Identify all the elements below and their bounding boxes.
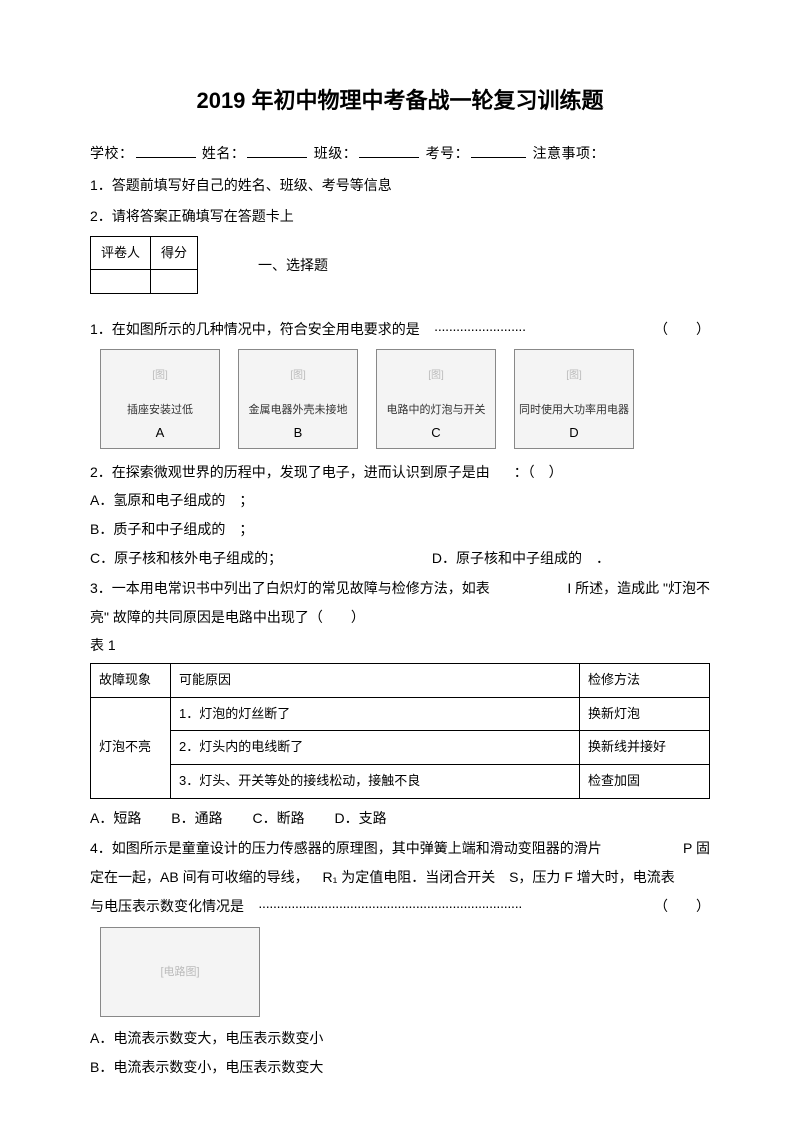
q4-circuit-figure: [电路图] (100, 927, 260, 1017)
q1-d-letter: D (569, 421, 578, 446)
q3-th-1: 故障现象 (91, 664, 171, 698)
page-title: 2019 年初中物理中考备战一轮复习训练题 (90, 80, 710, 122)
q4-line3: 与电压表示数变化情况是 (90, 898, 244, 914)
q3-body-label: 灯泡不亮 (91, 697, 171, 798)
q3-stem-b: 亮" 故障的共同原因是电路中出现了（ ） (90, 604, 710, 631)
score-table: 评卷人 得分 (90, 236, 198, 295)
q2-stem: 2．在探索微观世界的历程中，发现了电子，进而认识到原子是由 (90, 464, 490, 480)
q3-table-label: 表 1 (90, 632, 710, 659)
q4-line2b: R₁ 为定值电阻．当闭合开关 (322, 869, 495, 885)
q3-r3-fix: 检查加固 (580, 765, 710, 799)
q3-stem-mid: I 所述，造成此 "灯泡不 (567, 575, 710, 602)
q1-b-letter: B (294, 421, 303, 446)
school-label: 学校： (90, 145, 134, 161)
q3-th-2: 可能原因 (171, 664, 580, 698)
q1-option-a-figure[interactable]: [图] 插座安装过低 A (100, 349, 220, 449)
q1-option-b-figure[interactable]: [图] 金属电器外壳未接地 B (238, 349, 358, 449)
q1-dots: ························· (434, 321, 526, 337)
q4-dots: ········································… (258, 898, 522, 914)
placeholder-icon: [图] (428, 352, 444, 398)
q3-r1-fix: 换新灯泡 (580, 697, 710, 731)
q1-c-letter: C (431, 421, 440, 446)
q3-r1-cause: 1．灯泡的灯丝断了 (171, 697, 580, 731)
q4-line1b: P 固 (683, 835, 710, 862)
instruction-2: 2．请将答案正确填写在答题卡上 (90, 203, 710, 230)
q2-option-d[interactable]: D．原子核和中子组成的 ． (432, 545, 610, 572)
score-blank[interactable] (151, 270, 198, 294)
q1-b-caption: 金属电器外壳未接地 (249, 400, 348, 421)
q1-stem: 1．在如图所示的几种情况中，符合安全用电要求的是 (90, 321, 420, 337)
q1-option-d-figure[interactable]: [图] 同时使用大功率用电器 D (514, 349, 634, 449)
examno-blank[interactable] (471, 141, 526, 158)
q1-d-caption: 同时使用大功率用电器 (519, 400, 629, 421)
reviewer-cell: 评卷人 (91, 236, 151, 270)
name-blank[interactable] (247, 141, 307, 158)
q1-c-caption: 电路中的灯泡与开关 (387, 400, 486, 421)
name-label: 姓名： (202, 145, 246, 161)
notice-label: 注意事项： (533, 145, 606, 161)
q2-option-c[interactable]: C．原子核和核外电子组成的； (90, 545, 282, 572)
q3-stem-a: 3．一本用电常识书中列出了白炽灯的常见故障与检修方法，如表 (90, 575, 490, 602)
q1-figures: [图] 插座安装过低 A [图] 金属电器外壳未接地 B [图] 电路中的灯泡与… (100, 349, 710, 449)
question-2: 2．在探索微观世界的历程中，发现了电子，进而认识到原子是由 ：（ ） A．氢原和… (90, 459, 710, 571)
question-4: 4．如图所示是童童设计的压力传感器的原理图，其中弹簧上端和滑动变阻器的滑片 P … (90, 835, 710, 1080)
q1-a-caption: 插座安装过低 (127, 400, 193, 421)
q4-option-a[interactable]: A．电流表示数变大，电压表示数变小 (90, 1025, 710, 1052)
q4-line2c: S，压力 F 增大时，电流表 (509, 869, 675, 885)
q3-option-b[interactable]: B．通路 (171, 810, 222, 826)
q3-options: A．短路 B．通路 C．断路 D．支路 (90, 805, 710, 832)
q3-r3-cause: 3．灯头、开关等处的接线松动，接触不良 (171, 765, 580, 799)
q4-option-b[interactable]: B．电流表示数变小，电压表示数变大 (90, 1054, 710, 1081)
reviewer-blank[interactable] (91, 270, 151, 294)
placeholder-icon: [图] (566, 352, 582, 398)
q2-tail: ：（ ） (514, 464, 563, 480)
q4-line2a: 定在一起，AB 间有可收缩的导线， (90, 869, 309, 885)
q3-table: 故障现象 可能原因 检修方法 灯泡不亮 1．灯泡的灯丝断了 换新灯泡 2．灯头内… (90, 663, 710, 799)
q3-th-3: 检修方法 (580, 664, 710, 698)
question-3: 3．一本用电常识书中列出了白炽灯的常见故障与检修方法，如表 I 所述，造成此 "… (90, 575, 710, 831)
q1-paren[interactable]: （ ） (654, 316, 710, 343)
instruction-1: 1．答题前填写好自己的姓名、班级、考号等信息 (90, 172, 710, 199)
q4-paren[interactable]: （ ） (654, 893, 710, 920)
q1-option-c-figure[interactable]: [图] 电路中的灯泡与开关 C (376, 349, 496, 449)
examno-label: 考号： (426, 145, 470, 161)
q3-option-c[interactable]: C．断路 (252, 810, 304, 826)
q3-r2-cause: 2．灯头内的电线断了 (171, 731, 580, 765)
score-section: 评卷人 得分 一、选择题 (90, 236, 710, 295)
school-blank[interactable] (136, 141, 196, 158)
q3-r2-fix: 换新线并接好 (580, 731, 710, 765)
section-1-label: 一、选择题 (258, 252, 328, 279)
q3-option-d[interactable]: D．支路 (334, 810, 386, 826)
class-blank[interactable] (359, 141, 419, 158)
q2-option-cd-row: C．原子核和核外电子组成的； D．原子核和中子组成的 ． (90, 545, 710, 572)
q2-option-a[interactable]: A．氢原和电子组成的 ； (90, 487, 710, 514)
score-cell: 得分 (151, 236, 198, 270)
q4-circuit-placeholder: [电路图] (160, 962, 199, 983)
question-1: 1．在如图所示的几种情况中，符合安全用电要求的是 ···············… (90, 316, 710, 449)
q4-line1a: 4．如图所示是童童设计的压力传感器的原理图，其中弹簧上端和滑动变阻器的滑片 (90, 835, 602, 862)
student-info-line: 学校： 姓名： 班级： 考号： 注意事项： (90, 140, 710, 167)
q2-option-b[interactable]: B．质子和中子组成的 ； (90, 516, 710, 543)
placeholder-icon: [图] (290, 352, 306, 398)
class-label: 班级： (314, 145, 358, 161)
q1-a-letter: A (156, 421, 165, 446)
q3-option-a[interactable]: A．短路 (90, 810, 141, 826)
placeholder-icon: [图] (152, 352, 168, 398)
